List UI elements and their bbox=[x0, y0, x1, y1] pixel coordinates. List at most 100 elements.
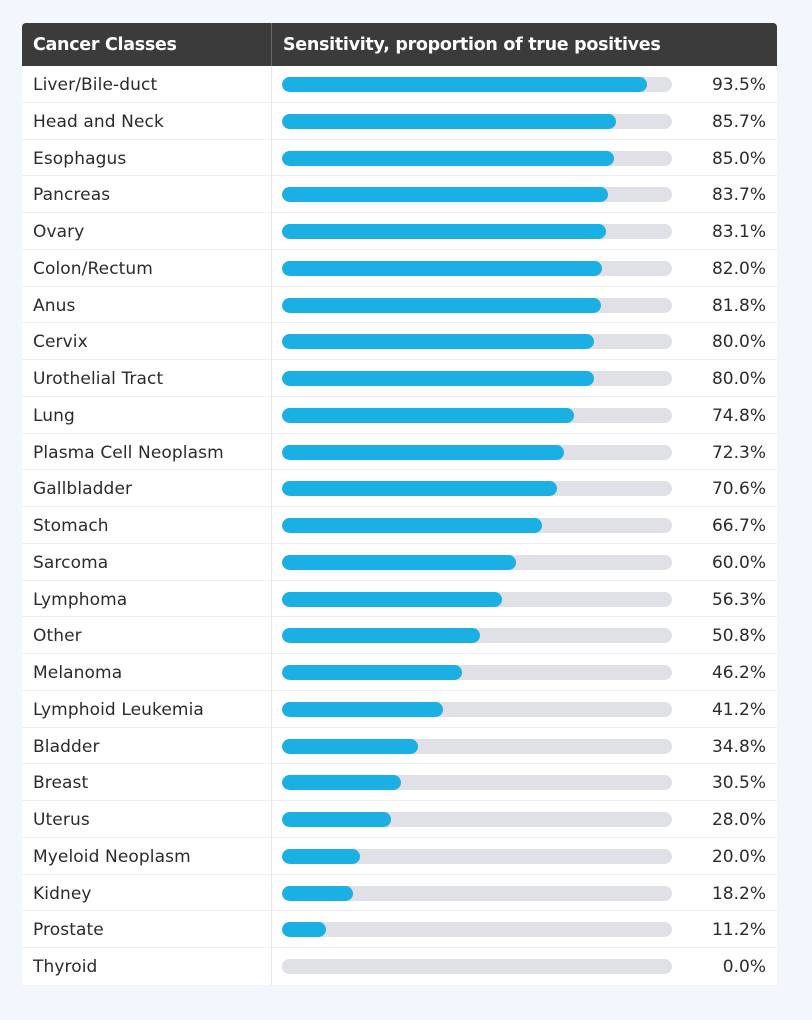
value-label: 46.2% bbox=[711, 663, 766, 683]
value-label: 50.8% bbox=[711, 626, 766, 647]
bar bbox=[282, 371, 594, 386]
table-row: Liver/Bile-duct 93.5% bbox=[22, 66, 777, 103]
category-label: Prostate bbox=[33, 920, 104, 941]
category-label: Stomach bbox=[33, 516, 109, 536]
bar-track bbox=[282, 885, 672, 901]
category-label: Uterus bbox=[33, 810, 90, 830]
table-row: Plasma Cell Neoplasm 72.3% bbox=[22, 434, 777, 471]
table-row: Head and Neck 85.7% bbox=[22, 103, 777, 140]
bar-track bbox=[282, 848, 672, 864]
bar bbox=[282, 554, 516, 570]
category-label: Lymphoid Leukemia bbox=[33, 699, 204, 720]
table-row: Melanoma 46.2% bbox=[22, 654, 777, 691]
bar bbox=[282, 665, 463, 680]
table-row: Uterus 28.0% bbox=[22, 801, 777, 838]
category-label: Lymphoma bbox=[33, 589, 128, 610]
bar-track bbox=[282, 591, 672, 607]
table-row: Cervix 80.0% bbox=[22, 323, 777, 360]
value-label: 83.7% bbox=[711, 185, 766, 206]
category-label: Plasma Cell Neoplasm bbox=[33, 442, 224, 463]
table-row: Thyroid 0.0% bbox=[22, 948, 777, 985]
sensitivity-table: Cancer Classes Sensitivity, proportion o… bbox=[22, 23, 777, 985]
table-row: Colon/Rectum 82.0% bbox=[22, 250, 777, 287]
value-label: 72.3% bbox=[711, 442, 766, 463]
bar-track bbox=[282, 297, 672, 313]
value-label: 85.7% bbox=[711, 111, 766, 132]
bar-track bbox=[282, 187, 672, 203]
value-label: 81.8% bbox=[711, 295, 766, 316]
value-label: 66.7% bbox=[711, 516, 766, 536]
bar-track bbox=[282, 150, 672, 166]
bar-track bbox=[282, 260, 672, 276]
bar-track bbox=[282, 113, 672, 129]
table-row: Breast 30.5% bbox=[22, 764, 777, 801]
value-label: 30.5% bbox=[711, 773, 766, 794]
category-label: Other bbox=[33, 626, 82, 647]
table-row: Kidney 18.2% bbox=[22, 875, 777, 912]
value-label: 85.0% bbox=[711, 148, 766, 169]
bar bbox=[282, 260, 602, 276]
bar bbox=[282, 113, 617, 129]
table-row: Ovary 83.1% bbox=[22, 213, 777, 250]
bar-track bbox=[282, 444, 672, 460]
table-row: Esophagus 85.0% bbox=[22, 140, 777, 177]
bar-track bbox=[282, 701, 672, 717]
table-row: Sarcoma 60.0% bbox=[22, 544, 777, 581]
bar bbox=[282, 224, 607, 239]
value-label: 74.8% bbox=[711, 405, 766, 426]
bar-track bbox=[282, 922, 672, 938]
table-row: Other 50.8% bbox=[22, 617, 777, 654]
bar bbox=[282, 481, 558, 497]
table-header: Cancer Classes Sensitivity, proportion o… bbox=[22, 23, 777, 66]
bar bbox=[282, 775, 401, 791]
bar bbox=[282, 701, 443, 717]
bar-track bbox=[282, 481, 672, 497]
category-label: Gallbladder bbox=[33, 479, 133, 500]
bar-track bbox=[282, 812, 672, 827]
column-divider bbox=[271, 66, 272, 985]
value-label: 34.8% bbox=[711, 736, 766, 757]
bar bbox=[282, 591, 502, 607]
category-label: Pancreas bbox=[33, 185, 111, 206]
bar bbox=[282, 297, 602, 313]
bar bbox=[282, 848, 360, 864]
bar-track bbox=[282, 371, 672, 386]
category-label: Liver/Bile-duct bbox=[33, 75, 158, 95]
value-label: 18.2% bbox=[711, 883, 766, 904]
value-label: 82.0% bbox=[711, 258, 766, 279]
value-label: 80.0% bbox=[711, 369, 766, 389]
table-row: Urothelial Tract 80.0% bbox=[22, 360, 777, 397]
value-label: 41.2% bbox=[711, 699, 766, 720]
bar-track bbox=[282, 554, 672, 570]
table-row: Lymphoid Leukemia 41.2% bbox=[22, 691, 777, 728]
bar bbox=[282, 187, 609, 203]
table-row: Myeloid Neoplasm 20.0% bbox=[22, 838, 777, 875]
header-cancer-classes: Cancer Classes bbox=[33, 35, 177, 55]
category-label: Sarcoma bbox=[33, 552, 109, 573]
table-row: Pancreas 83.7% bbox=[22, 176, 777, 213]
category-label: Urothelial Tract bbox=[33, 369, 164, 389]
bar bbox=[282, 77, 647, 92]
value-label: 11.2% bbox=[711, 920, 766, 941]
bar-track bbox=[282, 628, 672, 644]
bar bbox=[282, 628, 481, 644]
header-sensitivity: Sensitivity, proportion of true positive… bbox=[283, 35, 661, 55]
bar bbox=[282, 738, 418, 754]
value-label: 80.0% bbox=[711, 332, 766, 353]
table-row: Gallbladder 70.6% bbox=[22, 470, 777, 507]
table-row: Stomach 66.7% bbox=[22, 507, 777, 544]
bar bbox=[282, 922, 326, 938]
bar bbox=[282, 407, 574, 423]
value-label: 0.0% bbox=[722, 957, 766, 977]
table-body: Liver/Bile-duct 93.5% Head and Neck 85.7% Es… bbox=[22, 66, 777, 985]
bar bbox=[282, 150, 614, 166]
category-label: Head and Neck bbox=[33, 111, 164, 132]
table-row: Prostate 11.2% bbox=[22, 911, 777, 948]
category-label: Esophagus bbox=[33, 148, 127, 169]
category-label: Anus bbox=[33, 295, 76, 316]
category-label: Melanoma bbox=[33, 663, 123, 683]
value-label: 20.0% bbox=[711, 846, 766, 867]
bar bbox=[282, 334, 594, 350]
category-label: Breast bbox=[33, 773, 89, 794]
bar-track bbox=[282, 959, 672, 974]
